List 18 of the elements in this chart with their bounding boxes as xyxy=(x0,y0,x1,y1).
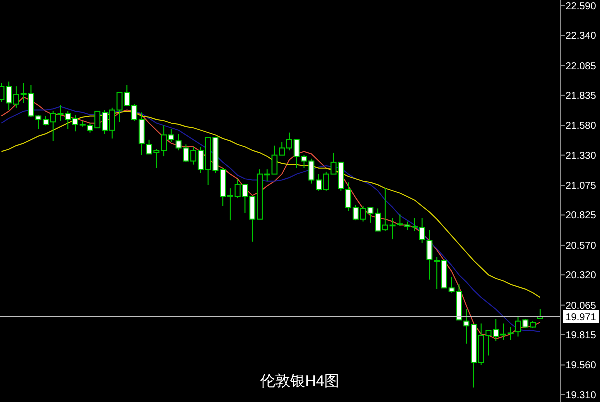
y-tick-label: 20.825 xyxy=(566,210,597,222)
y-tick-label: 22.085 xyxy=(566,61,597,72)
ref-line-label: 19.971 xyxy=(566,312,597,324)
y-tick-label: 22.340 xyxy=(566,31,597,42)
y-tick-label: 20.320 xyxy=(566,270,597,282)
y-tick-label: 20.570 xyxy=(566,240,597,252)
line-series xyxy=(1,110,541,298)
candlestick xyxy=(426,230,433,280)
y-tick-label: 21.835 xyxy=(566,90,597,102)
y-tick-label: 21.330 xyxy=(566,150,597,162)
y-tick-label: 19.815 xyxy=(566,330,597,342)
text: 伦敦银H4图 xyxy=(260,373,340,390)
y-tick-label: 20.065 xyxy=(566,300,597,312)
y-tick-label: 21.580 xyxy=(566,121,597,132)
y-tick-label: 21.075 xyxy=(566,181,597,192)
y-tick-label: 19.560 xyxy=(566,360,597,372)
y-tick-label: 22.590 xyxy=(566,1,597,12)
y-tick-label: 19.310 xyxy=(566,390,597,402)
